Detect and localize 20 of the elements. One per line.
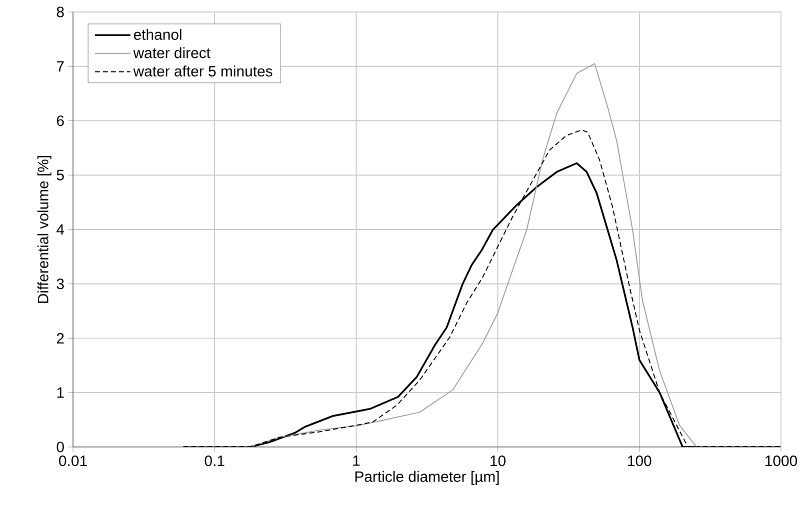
- y-tick-label: 4: [56, 224, 64, 235]
- y-tick-label: 0: [56, 442, 64, 452]
- x-tick-label: 1: [353, 456, 360, 466]
- x-tick-label: 10: [490, 456, 506, 466]
- y-tick-label: 2: [56, 333, 64, 344]
- legend-label: water direct: [133, 47, 210, 58]
- y-tick-label: 5: [56, 170, 64, 180]
- x-tick-label: 0.01: [59, 456, 87, 466]
- x-tick-label: 1000: [766, 456, 798, 466]
- y-tick-label: 7: [56, 61, 64, 72]
- legend-label: ethanol: [134, 28, 182, 40]
- y-axis-title: Differential volume [%]: [37, 156, 52, 303]
- y-tick-label: 1: [57, 387, 64, 398]
- y-tick-label: 3: [56, 278, 64, 290]
- x-tick-label: 100: [628, 456, 652, 466]
- x-tick-label: 0.1: [204, 456, 224, 466]
- legend-label: water after 5 minutes: [133, 66, 272, 77]
- x-axis-title: Particle diameter [µm]: [355, 470, 499, 485]
- y-tick-label: 6: [56, 115, 64, 126]
- y-tick-label: 8: [56, 6, 64, 18]
